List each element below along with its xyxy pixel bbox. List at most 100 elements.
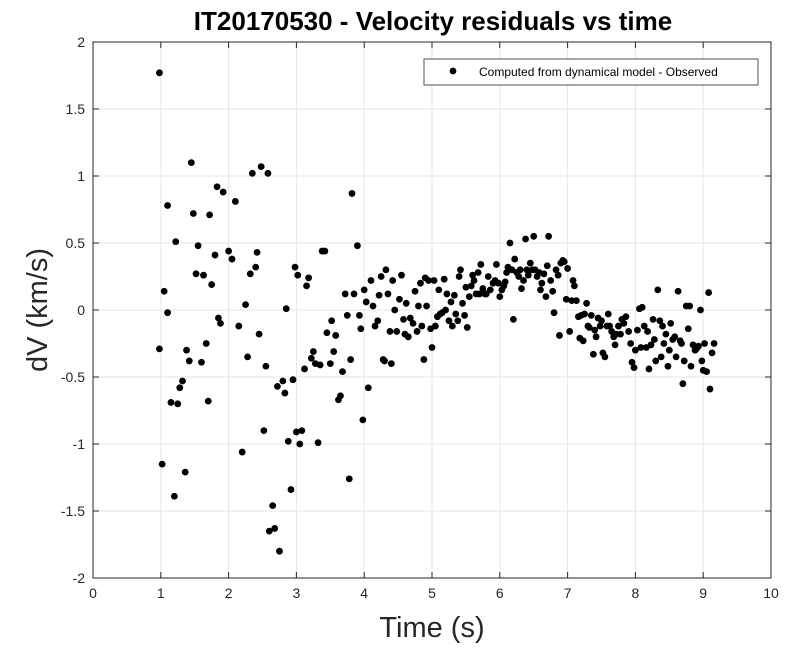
- y-tick-label: 1: [77, 168, 85, 184]
- data-point: [516, 266, 524, 274]
- data-point: [260, 427, 268, 434]
- data-point: [522, 235, 529, 243]
- data-point: [459, 299, 466, 307]
- data-point: [579, 337, 587, 345]
- data-point: [309, 348, 317, 355]
- data-point: [649, 315, 657, 323]
- plot-frame: [92, 41, 772, 579]
- data-point: [659, 322, 666, 330]
- data-point: [253, 248, 261, 256]
- x-tick-label: 2: [225, 585, 233, 601]
- data-point: [550, 309, 558, 317]
- data-point: [170, 492, 178, 500]
- data-point: [566, 328, 574, 335]
- data-point: [703, 368, 710, 376]
- data-point: [375, 291, 383, 299]
- data-point: [374, 317, 382, 325]
- data-point: [242, 301, 249, 309]
- data-point: [174, 400, 182, 408]
- data-point: [172, 238, 180, 246]
- data-point: [411, 287, 419, 295]
- data-point: [215, 314, 222, 322]
- data-point: [367, 277, 375, 284]
- data-point: [628, 358, 636, 366]
- axis-ticks: 0 1 2 3 4 5 6 7 8 9 10 -2 -1.5 -1 -0.5 0 0.5 1 1.5 2: [61, 34, 779, 601]
- data-point: [554, 271, 562, 279]
- data-point: [698, 357, 706, 365]
- data-point: [158, 460, 166, 468]
- data-point: [587, 311, 595, 319]
- data-point: [337, 392, 344, 400]
- data-point: [706, 385, 714, 393]
- data-point: [435, 286, 443, 294]
- data-point: [627, 340, 635, 347]
- data-point: [183, 346, 190, 354]
- data-point: [496, 293, 504, 300]
- data-point: [328, 317, 336, 325]
- data-point: [246, 270, 254, 278]
- data-point: [417, 279, 424, 287]
- data-point: [552, 266, 560, 274]
- data-point: [591, 326, 599, 334]
- data-point: [440, 275, 448, 283]
- data-point: [632, 346, 639, 354]
- data-point: [362, 298, 370, 306]
- data-point: [293, 428, 300, 436]
- data-point: [202, 340, 210, 347]
- data-point: [454, 317, 462, 325]
- data-point: [598, 317, 605, 325]
- data-point: [198, 358, 205, 366]
- data-point: [284, 437, 292, 445]
- data-point: [520, 277, 527, 284]
- y-tick-label: -1.5: [61, 503, 85, 519]
- data-point: [695, 342, 702, 350]
- data-point: [279, 377, 287, 385]
- data-point: [330, 348, 338, 355]
- x-tick-label: 8: [632, 585, 640, 601]
- data-point: [654, 286, 662, 294]
- data-point: [294, 271, 302, 279]
- data-point: [511, 255, 519, 263]
- data-point: [298, 427, 306, 434]
- data-point: [219, 188, 227, 196]
- data-point: [287, 486, 295, 493]
- data-point: [164, 202, 171, 209]
- data-point: [206, 211, 214, 219]
- data-point: [630, 364, 638, 372]
- data-point: [462, 283, 470, 291]
- data-point: [332, 332, 340, 339]
- data-point: [156, 345, 163, 353]
- data-point: [701, 340, 708, 347]
- data-point: [503, 269, 510, 276]
- data-point: [672, 353, 680, 361]
- data-point: [660, 340, 668, 347]
- data-point: [316, 361, 324, 369]
- data-point: [389, 277, 397, 284]
- data-point: [662, 330, 670, 338]
- data-point: [371, 322, 379, 330]
- data-point: [477, 261, 485, 268]
- data-point: [402, 299, 410, 307]
- data-point: [382, 266, 390, 274]
- data-point: [664, 362, 672, 370]
- data-point: [431, 322, 439, 330]
- data-point: [357, 325, 365, 333]
- data-point: [425, 277, 433, 284]
- x-tick-label: 10: [763, 585, 779, 601]
- data-point: [345, 475, 353, 483]
- data-point: [585, 324, 593, 331]
- data-point: [657, 353, 665, 361]
- data-point: [486, 286, 494, 294]
- data-point: [231, 198, 239, 205]
- data-point: [467, 282, 475, 290]
- data-point: [225, 247, 233, 255]
- data-point: [248, 169, 256, 177]
- data-point: [592, 333, 600, 341]
- data-point: [652, 357, 660, 365]
- data-point: [420, 356, 428, 363]
- data-point: [398, 271, 405, 279]
- data-point: [276, 547, 283, 555]
- data-point: [406, 314, 414, 322]
- data-point: [271, 525, 279, 532]
